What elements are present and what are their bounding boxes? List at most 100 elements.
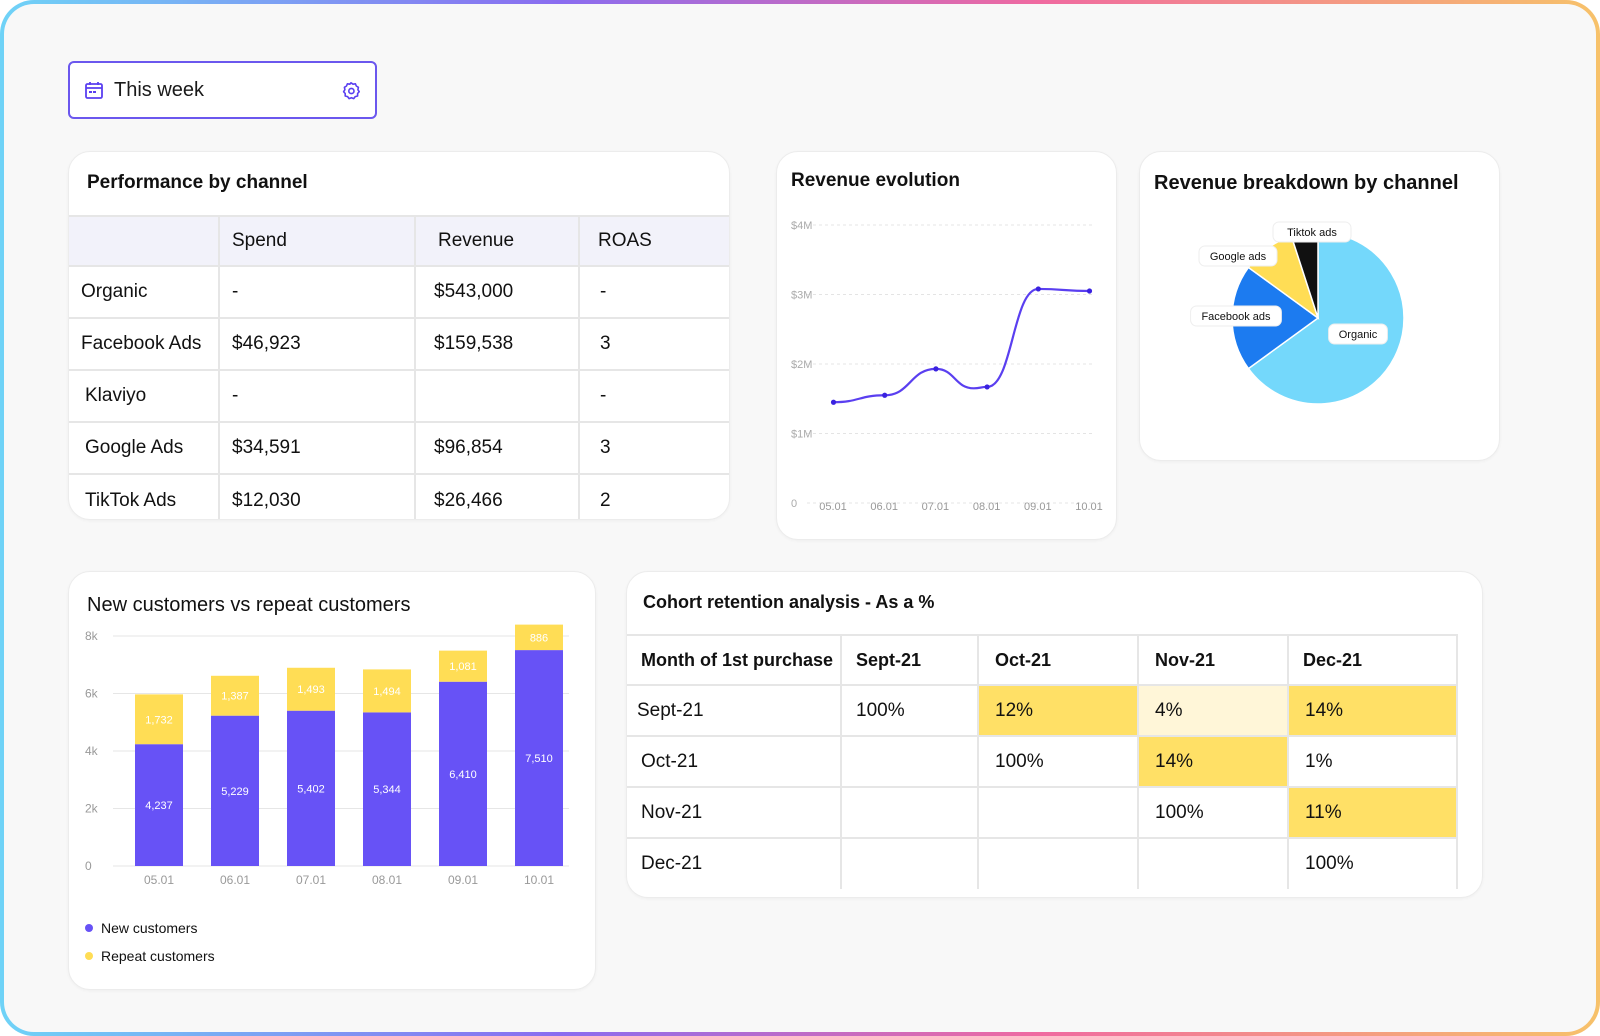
y-tick-label: 6k <box>85 687 99 701</box>
cohort-header-row: Month of 1st purchase Sept-21 Oct-21 Nov… <box>627 634 1458 685</box>
spend-cell: $46,923 <box>219 317 416 370</box>
revenue-cell: $96,854 <box>415 421 580 474</box>
cohort-value-cell: 100% <box>1288 837 1458 889</box>
x-tick-label: 10.01 <box>1075 501 1103 513</box>
cohort-value-cell <box>841 837 979 889</box>
column-header-roas: ROAS <box>579 215 729 266</box>
pie-label-text: Facebook ads <box>1201 311 1271 323</box>
cohort-value-cell: 4% <box>1138 684 1289 736</box>
bar-segment <box>439 650 487 682</box>
channel-name-cell: Organic <box>69 265 220 318</box>
revenue-line <box>833 287 1090 404</box>
bar-value-label: 7,510 <box>525 753 553 765</box>
y-tick-label: $1M <box>791 429 812 441</box>
bar-segment <box>363 712 411 866</box>
x-tick-label: 08.01 <box>973 501 1001 513</box>
pie-label: Facebook ads <box>1190 305 1282 327</box>
x-tick-label: 06.01 <box>870 501 898 513</box>
calendar-icon <box>85 82 103 99</box>
cohort-value-cell: 12% <box>978 684 1139 736</box>
line-point <box>1086 288 1093 294</box>
revenue-evolution-card: 0 $1M $2M $3M $4M 05.01 06.01 07.01 08.01 09.01 10… <box>776 151 1117 540</box>
y-tick-label: 8k <box>85 629 99 643</box>
line-point <box>933 366 939 372</box>
revenue-evolution-title: Revenue evolution <box>791 170 960 191</box>
x-tick-label: 06.01 <box>220 873 250 887</box>
bar-value-label: 1,493 <box>297 684 325 696</box>
x-tick-label: 05.01 <box>144 873 174 887</box>
table-row: Facebook Ads $46,923 $159,538 3 <box>69 317 729 370</box>
pie-label-bg <box>1272 221 1352 243</box>
table-row: Organic - $543,000- <box>69 265 729 318</box>
pie-label-text: Organic <box>1339 329 1378 341</box>
cohort-row: Oct-21 100% 14% 1% <box>627 735 1458 787</box>
date-range-picker[interactable]: This week <box>68 61 377 119</box>
table-row: Google Ads $34,591 $96,854 3 <box>69 421 729 474</box>
cohort-month-cell: Sept-21 <box>627 684 842 736</box>
x-tick-label: 07.01 <box>296 873 326 887</box>
bar-value-label: 1,387 <box>221 691 249 703</box>
bar-value-label: 5,402 <box>297 783 325 795</box>
pie-label: Organic <box>1328 323 1388 345</box>
date-range-label: This week <box>114 78 205 101</box>
pie-label-bg <box>1328 323 1388 345</box>
legend-label-new: New customers <box>101 920 198 936</box>
revenue-breakdown-title: Revenue breakdown by channel <box>1154 172 1459 194</box>
legend-new-customers: New customers <box>85 920 197 936</box>
bar-segment <box>211 715 259 866</box>
channel-name-cell: Klaviyo <box>69 369 220 422</box>
bar-value-label: 5,229 <box>221 786 249 798</box>
x-tick-label: 10.01 <box>524 873 554 887</box>
cohort-title: Cohort retention analysis - As a % <box>643 592 935 612</box>
line-point <box>1035 286 1041 292</box>
cohort-value-cell <box>841 735 979 787</box>
pie-label: Tiktok ads <box>1272 221 1352 243</box>
bar-segment <box>287 710 335 866</box>
bar-value-label: 5,344 <box>373 784 401 796</box>
line-point <box>830 399 837 405</box>
cohort-value-cell: 14% <box>1288 684 1458 736</box>
cohort-value-cell: 14% <box>1138 735 1289 787</box>
bar-segment <box>135 744 183 866</box>
revenue-cell: $26,466 <box>415 473 580 519</box>
cohort-row: Nov-21 100% 11% <box>627 786 1458 838</box>
cohort-value-cell: 1% <box>1288 735 1458 787</box>
cohort-col-nov: Nov-21 <box>1138 634 1289 685</box>
x-tick-label: 09.01 <box>1024 501 1052 513</box>
bar-segment <box>515 650 563 866</box>
cohort-col-oct: Oct-21 <box>978 634 1139 685</box>
line-point <box>984 384 990 390</box>
revenue-cell: $543,000 <box>415 265 580 318</box>
cohort-value-cell <box>978 837 1139 889</box>
channel-name-cell: Google Ads <box>69 421 220 474</box>
bar-value-label: 1,494 <box>373 686 401 698</box>
bar-segment <box>135 694 183 745</box>
performance-table: Spend Revenue ROAS Organic - $543,000- Face… <box>69 215 729 519</box>
cohort-value-cell <box>841 786 979 838</box>
bar-value-label: 1,081 <box>449 661 477 673</box>
pie-slice <box>1247 231 1405 405</box>
spend-cell: $12,030 <box>219 473 416 519</box>
table-header-row: Spend Revenue ROAS <box>69 215 729 266</box>
bar-value-label: 6,410 <box>449 769 477 781</box>
spend-cell: $34,591 <box>219 421 416 474</box>
cohort-month-cell: Dec-21 <box>627 837 842 889</box>
pie-label-text: Tiktok ads <box>1287 227 1337 239</box>
x-tick-label: 05.01 <box>819 501 847 513</box>
cohort-value-cell: 11% <box>1288 786 1458 838</box>
dashboard: This week Performance by channel Spend R… <box>4 4 1596 1032</box>
x-tick-label: 07.01 <box>922 501 950 513</box>
bar-value-label: 4,237 <box>145 800 173 812</box>
cohort-col-dec: Dec-21 <box>1288 634 1458 685</box>
y-tick-label: 0 <box>791 498 797 510</box>
bar-segment <box>287 667 335 711</box>
gear-icon[interactable] <box>341 81 361 101</box>
cohort-month-cell: Oct-21 <box>627 735 842 787</box>
roas-cell: 3 <box>579 317 729 370</box>
pie-label-bg <box>1198 245 1278 267</box>
roas-cell: 2 <box>579 473 729 519</box>
performance-title: Performance by channel <box>87 172 308 193</box>
cohort-value-cell: 100% <box>841 684 979 736</box>
line-point <box>882 392 888 398</box>
